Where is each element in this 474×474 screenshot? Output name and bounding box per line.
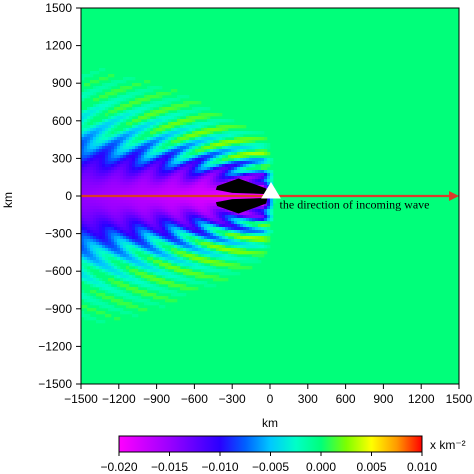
y-tick-label: 300 [52, 151, 72, 165]
x-tick-label: 1500 [446, 392, 473, 406]
colorbar-tick-label: 0.010 [407, 460, 437, 474]
colorbar-tick-label: 0.005 [356, 460, 386, 474]
x-tick-label: 900 [373, 392, 393, 406]
colorbar-tick-label: −0.010 [201, 460, 238, 474]
x-tick-label: 0 [267, 392, 274, 406]
y-tick-label: 0 [65, 189, 72, 203]
colorbar-tick-label: −0.020 [100, 460, 137, 474]
x-tick-label: −600 [181, 392, 208, 406]
upper-saturated-lobe [215, 178, 268, 195]
lower-saturated-lobe [215, 197, 268, 214]
x-tick-label: −900 [143, 392, 170, 406]
y-tick-label: −600 [45, 264, 72, 278]
x-tick-label: 600 [336, 392, 356, 406]
y-tick-label: −300 [45, 227, 72, 241]
colorbar-tick-label: −0.005 [252, 460, 289, 474]
colorbar-ticks: −0.020 −0.015 −0.010 −0.005 0.000 0.005 0.010 [100, 452, 437, 474]
colorbar: −0.020 −0.015 −0.010 −0.005 0.000 0.005 0.010 … [100, 435, 466, 474]
y-tick-label: −1500 [38, 377, 72, 391]
x-tick-label: −300 [219, 392, 246, 406]
x-tick-label: −1500 [64, 392, 98, 406]
colorbar-tick-label: 0.000 [306, 460, 336, 474]
y-axis-title: km [1, 192, 15, 208]
x-tick-label: 300 [298, 392, 318, 406]
x-axis-ticks: −1500 −1200 −900 −600 −300 0 300 600 900 1200 1500 [64, 384, 473, 406]
y-tick-label: 900 [52, 76, 72, 90]
colorbar-gradient [118, 435, 423, 453]
source-triangle-marker [261, 182, 281, 199]
y-tick-label: 1200 [45, 39, 72, 53]
x-tick-label: −1200 [102, 392, 136, 406]
colorbar-tick-label: −0.015 [151, 460, 188, 474]
arrow-head [449, 191, 459, 201]
colorbar-unit-label: x km⁻² [430, 438, 466, 452]
y-tick-label: −1200 [38, 339, 72, 353]
y-tick-label: −900 [45, 302, 72, 316]
x-axis-title: km [262, 416, 278, 430]
y-tick-label: 1500 [45, 1, 72, 15]
x-tick-label: 1200 [408, 392, 435, 406]
y-tick-label: 600 [52, 114, 72, 128]
annotation-incoming-wave: the direction of incoming wave [280, 198, 430, 212]
y-axis-ticks: −1500 −1200 −900 −600 −300 0 300 600 900 1200 1500 [38, 1, 81, 391]
